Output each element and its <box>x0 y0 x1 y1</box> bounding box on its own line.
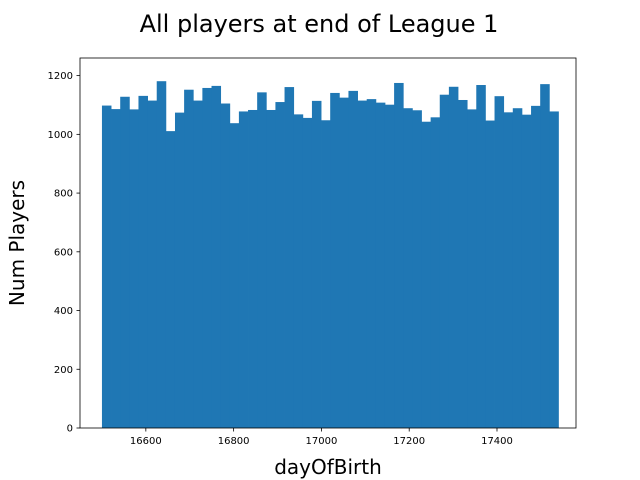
y-tick-label: 1000 <box>48 130 73 141</box>
histogram-bar <box>330 92 340 428</box>
histogram-bar <box>549 111 559 428</box>
histogram-bar <box>494 96 505 428</box>
histogram-bar <box>275 102 285 429</box>
histogram-bar <box>458 99 468 428</box>
histogram-bar <box>467 109 477 428</box>
histogram-bar <box>229 123 240 428</box>
histogram-bar <box>257 92 267 428</box>
histogram-bar <box>521 114 532 428</box>
histogram-bar <box>156 81 167 428</box>
histogram-bar <box>430 117 441 429</box>
histogram-bar <box>348 90 358 428</box>
histogram-bar <box>193 100 203 428</box>
histogram-bar <box>439 94 450 428</box>
histogram-bar <box>138 95 148 428</box>
histogram-bar <box>476 85 486 429</box>
y-tick-label: 0 <box>67 424 73 435</box>
histogram-bar <box>403 108 413 428</box>
y-tick-label: 200 <box>54 365 73 376</box>
histogram-bar <box>311 100 322 428</box>
histogram-bar <box>293 114 304 428</box>
plot-frame <box>79 57 577 429</box>
x-tick-label: 17000 <box>306 436 338 447</box>
histogram-bar <box>220 103 231 429</box>
y-tick-label: 800 <box>54 189 73 200</box>
histogram-bar <box>129 109 139 428</box>
histogram-bar <box>174 112 185 428</box>
histogram-bar <box>357 100 368 428</box>
histogram-bar <box>366 99 377 428</box>
x-axis-ticks: 16600 16800 17000 17200 17400 <box>130 428 513 447</box>
histogram-bar <box>248 109 258 428</box>
x-axis-label: dayOfBirth <box>274 455 382 479</box>
x-tick-label: 16800 <box>218 436 250 447</box>
histogram-bar <box>384 104 395 428</box>
histogram-bar <box>238 111 249 428</box>
histogram-bar <box>448 86 459 429</box>
histogram-bar <box>184 89 194 428</box>
y-tick-label: 600 <box>54 247 73 258</box>
x-tick-label: 17200 <box>393 436 425 447</box>
histogram-bar <box>512 108 523 428</box>
histogram-bar <box>531 105 541 428</box>
histogram-bar <box>339 97 349 429</box>
chart-title: All players at end of League 1 <box>140 10 499 38</box>
histogram-bar <box>321 120 331 428</box>
x-tick-label: 17400 <box>481 436 513 447</box>
histogram-bar <box>302 117 313 429</box>
x-tick-label: 16600 <box>130 436 162 447</box>
histogram-bar <box>165 131 176 428</box>
histogram-bar <box>101 105 112 429</box>
histogram-bar <box>266 109 276 428</box>
y-tick-label: 1200 <box>48 71 73 82</box>
histogram-bar <box>111 109 121 428</box>
y-axis-label: Num Players <box>5 180 29 306</box>
histogram-bar <box>202 87 212 428</box>
bars-group <box>101 81 559 429</box>
histogram-bar <box>485 120 495 429</box>
histogram-bar <box>503 112 514 429</box>
y-axis-ticks: 0 200 400 600 800 1000 1200 <box>48 71 80 435</box>
histogram-bar <box>412 110 422 429</box>
histogram-bar <box>375 102 386 428</box>
histogram-bar <box>284 87 295 429</box>
histogram-bar <box>394 82 404 428</box>
histogram-bar <box>120 96 130 428</box>
histogram-bar <box>147 100 158 428</box>
histogram-bar <box>421 121 432 428</box>
histogram-bar <box>211 85 222 429</box>
histogram-bar <box>540 84 550 428</box>
y-tick-label: 400 <box>54 306 73 317</box>
